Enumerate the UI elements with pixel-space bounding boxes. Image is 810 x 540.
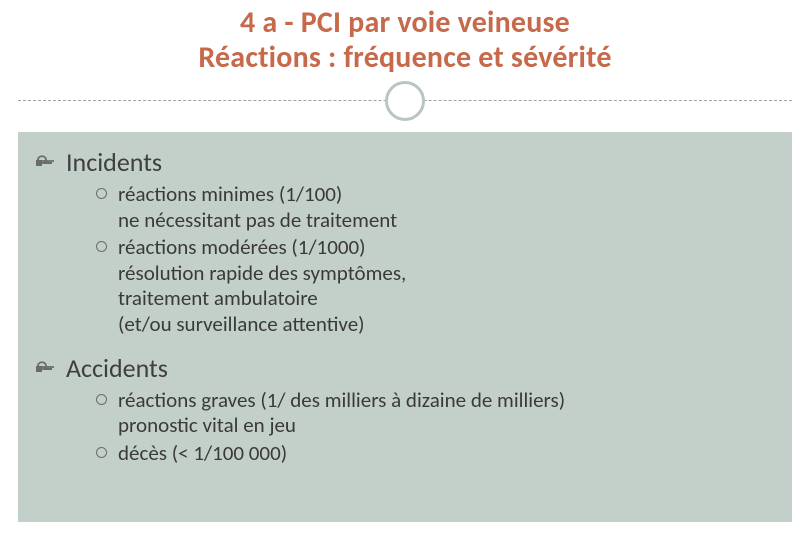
item-line: traitement ambulatoire [118,286,774,312]
list-item: réactions minimes (1/100) ne nécessitant… [96,182,774,233]
circle-bullet-icon [96,394,107,405]
circle-bullet-icon [96,447,107,458]
list-item: réactions graves (1/ des milliers à diza… [96,388,774,439]
circle-bullet-icon [96,188,107,199]
item-line: pronostic vital en jeu [118,413,774,439]
item-lead: réactions minimes (1/100) [118,181,342,207]
section-heading-incidents: Incidents [36,146,774,178]
item-lead: réactions graves (1/ des milliers à diza… [118,387,565,413]
title-line-1: 4 a - PCI par voie veineuse [240,4,570,41]
slide-title: 4 a - PCI par voie veineuse Réactions : … [0,6,810,75]
section-items-incidents: réactions minimes (1/100) ne nécessitant… [36,182,774,338]
section-items-accidents: réactions graves (1/ des milliers à diza… [36,388,774,467]
circle-bullet-icon [96,241,107,252]
section-heading-accidents: Accidents [36,352,774,384]
bullet-swirl-icon [36,152,56,168]
bullet-swirl-icon [36,358,56,374]
slide: 4 a - PCI par voie veineuse Réactions : … [0,0,810,540]
item-line: résolution rapide des symptômes, [118,261,774,287]
title-ornament-icon [385,81,425,121]
item-lead: réactions modérées (1/1000) [118,234,366,260]
item-line: ne nécessitant pas de traitement [118,208,774,234]
item-line: (et/ou surveillance attentive) [118,312,774,338]
list-item: décès (< 1/100 000) [96,441,774,467]
list-item: réactions modérées (1/1000) résolution r… [96,235,774,337]
title-line-2: Réactions : fréquence et sévérité [198,39,611,76]
section-heading-text: Accidents [66,352,168,384]
content-area: Incidents réactions minimes (1/100) ne n… [36,146,774,480]
section-heading-text: Incidents [66,146,162,178]
item-lead: décès (< 1/100 000) [118,440,287,466]
